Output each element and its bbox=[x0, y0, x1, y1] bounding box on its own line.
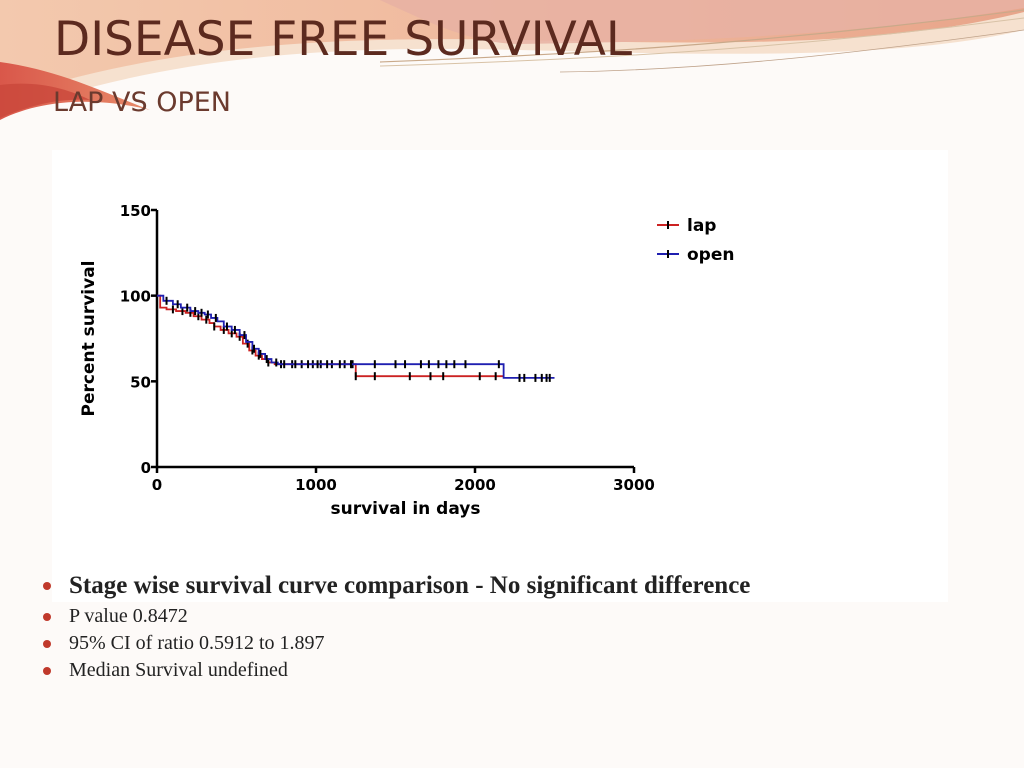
bullet-text: Stage wise survival curve comparison - N… bbox=[69, 572, 751, 599]
bullet-dot-icon bbox=[43, 582, 51, 590]
legend-label-open: open bbox=[687, 245, 734, 265]
x-axis-label: survival in days bbox=[331, 499, 481, 519]
slide-title: DISEASE FREE SURVIVAL bbox=[54, 12, 633, 67]
bullet-item: Stage wise survival curve comparison - N… bbox=[40, 568, 980, 603]
x-tick-label: 2000 bbox=[454, 476, 496, 494]
bullet-dot-icon bbox=[43, 640, 51, 648]
bullet-item: 95% CI of ratio 0.5912 to 1.897 bbox=[40, 630, 980, 657]
y-tick-label: 0 bbox=[141, 459, 151, 477]
bullet-text: 95% CI of ratio 0.5912 to 1.897 bbox=[69, 632, 325, 654]
bullet-item: Median Survival undefined bbox=[40, 657, 980, 684]
slide-subtitle: LAP VS OPEN bbox=[53, 87, 231, 118]
x-tick-label: 3000 bbox=[613, 476, 655, 494]
y-tick-label: 150 bbox=[120, 202, 151, 220]
x-tick-label: 1000 bbox=[295, 476, 337, 494]
y-tick-label: 50 bbox=[130, 373, 151, 391]
bullet-dot-icon bbox=[43, 667, 51, 675]
bullet-text: Median Survival undefined bbox=[69, 659, 288, 681]
legend-label-lap: lap bbox=[687, 216, 716, 236]
y-axis-label: Percent survival bbox=[79, 260, 99, 416]
bullet-item: P value 0.8472 bbox=[40, 603, 980, 630]
chart-panel: 0 50 100 150 0 1000 2000 3000 survival in days Pe… bbox=[52, 150, 948, 602]
x-tick-label: 0 bbox=[152, 476, 162, 494]
survival-chart: 0 50 100 150 0 1000 2000 3000 survival in days Pe… bbox=[79, 202, 734, 519]
bullet-dot-icon bbox=[43, 613, 51, 621]
y-tick-label: 100 bbox=[120, 288, 151, 306]
bullet-text: P value 0.8472 bbox=[69, 605, 188, 627]
bullet-list: Stage wise survival curve comparison - N… bbox=[40, 568, 980, 684]
header-swoosh-banner bbox=[0, 0, 1024, 120]
